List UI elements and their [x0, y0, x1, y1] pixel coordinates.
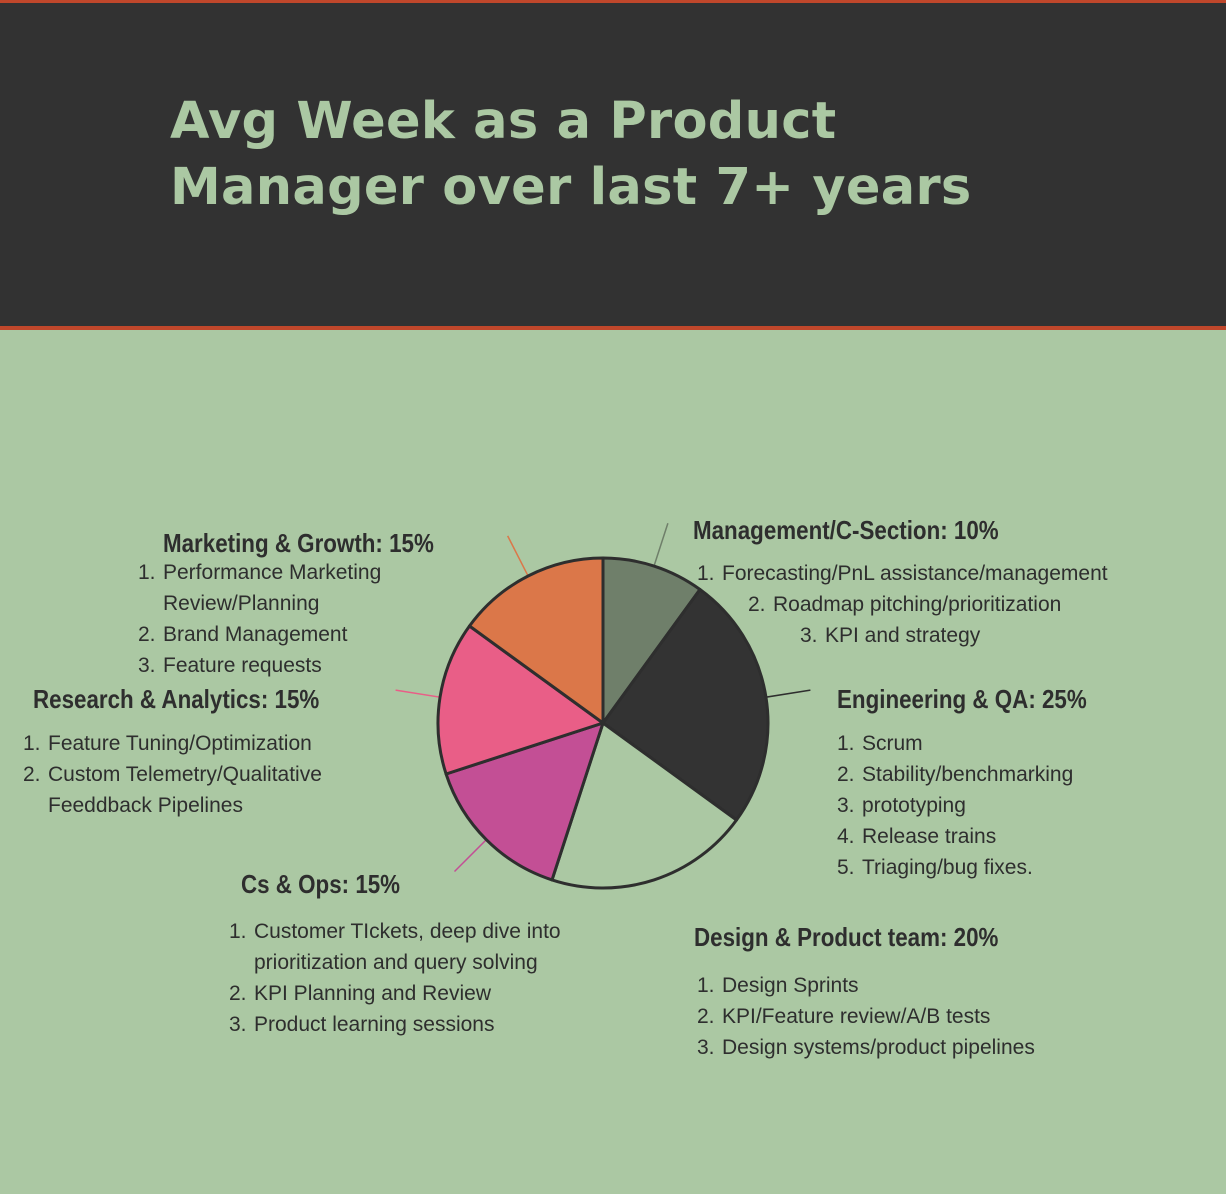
list-item: 3. KPI and strategy: [800, 624, 981, 647]
list-item: 1. Customer TIckets, deep dive into prior…: [229, 920, 561, 974]
list-item: 5. Triaging/bug fixes.: [837, 856, 1033, 879]
slice-value: 15%: [355, 869, 401, 899]
pie-slice-engineering-qa: [601, 588, 770, 822]
list-item: 2. Brand Management: [138, 623, 348, 646]
list-item: 3. Feature requests: [138, 654, 322, 677]
list-item: 2. Roadmap pitching/prioritization: [748, 593, 1062, 616]
list-item: 1. Performance Marketing Review/Planning: [138, 561, 382, 615]
slice-items-management: 1. Forecasting/PnL assistance/management …: [697, 558, 1108, 651]
pie-slice-design-product-team: [550, 721, 738, 890]
pie-slice-management-c-section: [601, 556, 702, 725]
list-item: 1. Design Sprints: [697, 974, 859, 997]
slice-items-research: 1. Feature Tuning/Optimization 2. Custom T…: [23, 728, 368, 821]
slice-value: 10%: [953, 515, 999, 545]
slice-value: 15%: [389, 528, 434, 558]
list-item: 2. KPI/Feature review/A/B tests: [697, 1005, 991, 1028]
slice-label-management: Management/C-Section: 10%: [693, 515, 999, 545]
list-item: 3. Product learning sessions: [229, 1013, 495, 1036]
slice-label-engineering: Engineering & QA: 25%: [837, 684, 1087, 714]
slice-value: 15%: [274, 684, 320, 714]
slice-name: Engineering & QA: [837, 684, 1029, 714]
pie-slice-marketing-growth: [468, 556, 605, 725]
pie-slice-research-analytics: [436, 624, 605, 776]
header-banner: Avg Week as a Product Manager over last …: [0, 0, 1226, 330]
list-item: 2. Stability/benchmarking: [837, 763, 1074, 786]
list-item: 2. Custom Telemetry/Qualitative Feeddback…: [23, 763, 322, 817]
slice-items-marketing: 1. Performance Marketing Review/Planning …: [138, 557, 408, 681]
slice-name: Research & Analytics: [33, 684, 261, 714]
slice-label-research: Research & Analytics: 15%: [33, 684, 320, 714]
list-item: 3. prototyping: [837, 794, 966, 817]
slice-name: Design & Product team: [694, 922, 941, 952]
slice-items-engineering: 1. Scrum 2. Stability/benchmarking 3. proto…: [837, 728, 1073, 883]
list-item: 3. Design systems/product pipelines: [697, 1036, 1035, 1059]
slice-label-marketing: Marketing & Growth: 15%: [163, 528, 434, 558]
slice-name: Management/C-Section: [693, 515, 941, 545]
list-item: 4. Release trains: [837, 825, 997, 848]
page-title: Avg Week as a Product Manager over last …: [170, 92, 972, 217]
slice-label-cs-ops: Cs & Ops: 15%: [241, 869, 401, 899]
slice-name: Cs & Ops: [241, 869, 342, 899]
slice-name: Marketing & Growth: [163, 528, 376, 558]
list-item: 1. Forecasting/PnL assistance/management: [697, 562, 1108, 585]
slice-value: 20%: [953, 922, 999, 952]
list-item: 1. Feature Tuning/Optimization: [23, 732, 312, 755]
slice-items-cs-ops: 1. Customer TIckets, deep dive into prior…: [229, 916, 609, 1040]
list-item: 2. KPI Planning and Review: [229, 982, 491, 1005]
list-item: 1. Scrum: [837, 732, 923, 755]
slice-value: 25%: [1041, 684, 1087, 714]
slice-label-design: Design & Product team: 20%: [694, 922, 999, 952]
slice-items-design: 1. Design Sprints 2. KPI/Feature review/A/…: [697, 970, 1035, 1063]
